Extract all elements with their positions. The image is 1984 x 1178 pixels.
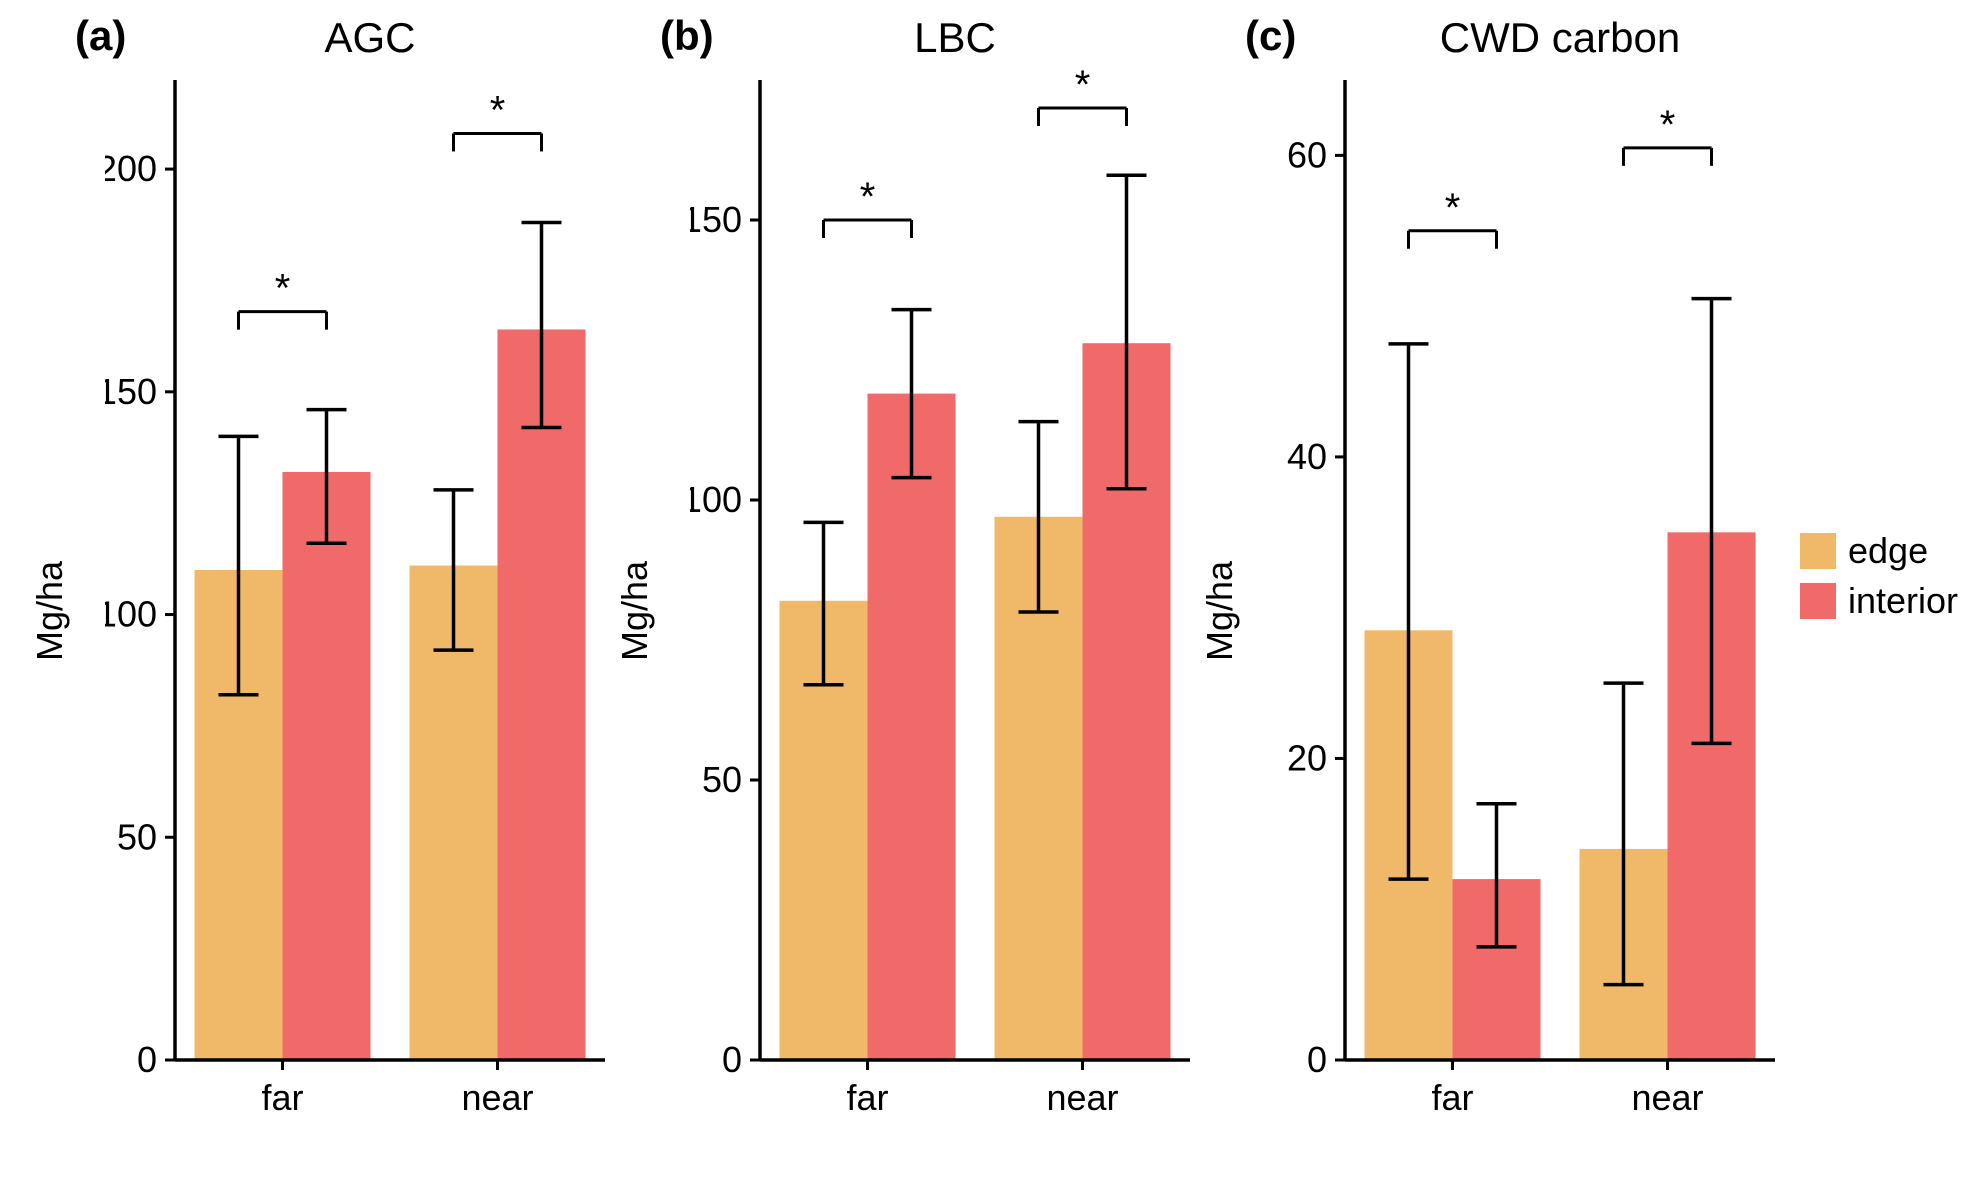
legend-swatch-interior (1800, 583, 1836, 619)
svg-text:0: 0 (722, 1039, 742, 1080)
panel-title-c: CWD carbon (1420, 14, 1700, 62)
svg-text:100: 100 (105, 594, 157, 635)
panel-title-b: LBC (895, 14, 1015, 62)
legend: edge interior (1800, 530, 1958, 630)
svg-text:100: 100 (690, 479, 742, 520)
svg-text:0: 0 (1307, 1039, 1327, 1080)
svg-text:60: 60 (1287, 134, 1327, 175)
y-label-a: Mg/ha (29, 541, 71, 661)
svg-text:far: far (261, 1077, 303, 1118)
svg-text:*: * (1075, 70, 1091, 107)
svg-text:*: * (860, 175, 876, 219)
svg-text:near: near (461, 1077, 533, 1118)
chart-c: 0 20 40 60 far * near * (1275, 70, 1795, 1130)
svg-text:150: 150 (105, 371, 157, 412)
svg-text:far: far (1431, 1077, 1473, 1118)
svg-text:50: 50 (702, 759, 742, 800)
svg-text:*: * (1660, 103, 1676, 147)
svg-text:near: near (1046, 1077, 1118, 1118)
panel-label-a: (a) (75, 12, 126, 60)
chart-a: 0 50 100 150 200 far * near * (105, 70, 625, 1130)
svg-text:150: 150 (690, 199, 742, 240)
panel-label-c: (c) (1245, 12, 1296, 60)
svg-text:0: 0 (137, 1039, 157, 1080)
panel-title-a: AGC (310, 14, 430, 62)
svg-text:near: near (1631, 1077, 1703, 1118)
svg-text:*: * (1445, 186, 1461, 230)
legend-label-interior: interior (1848, 580, 1958, 622)
chart-b: 0 50 100 150 far * near * (690, 70, 1210, 1130)
panel-label-b: (b) (660, 12, 714, 60)
legend-item-interior: interior (1800, 580, 1958, 622)
y-label-b: Mg/ha (614, 541, 656, 661)
svg-text:40: 40 (1287, 436, 1327, 477)
y-label-c: Mg/ha (1199, 541, 1241, 661)
legend-item-edge: edge (1800, 530, 1958, 572)
svg-text:*: * (490, 88, 506, 132)
svg-text:50: 50 (117, 816, 157, 857)
figure: edge interior (a) AGC Mg/ha 050100150200… (0, 0, 1984, 1178)
svg-text:far: far (846, 1077, 888, 1118)
svg-text:200: 200 (105, 148, 157, 189)
svg-text:*: * (275, 267, 291, 311)
legend-label-edge: edge (1848, 530, 1928, 572)
svg-text:20: 20 (1287, 737, 1327, 778)
legend-swatch-edge (1800, 533, 1836, 569)
